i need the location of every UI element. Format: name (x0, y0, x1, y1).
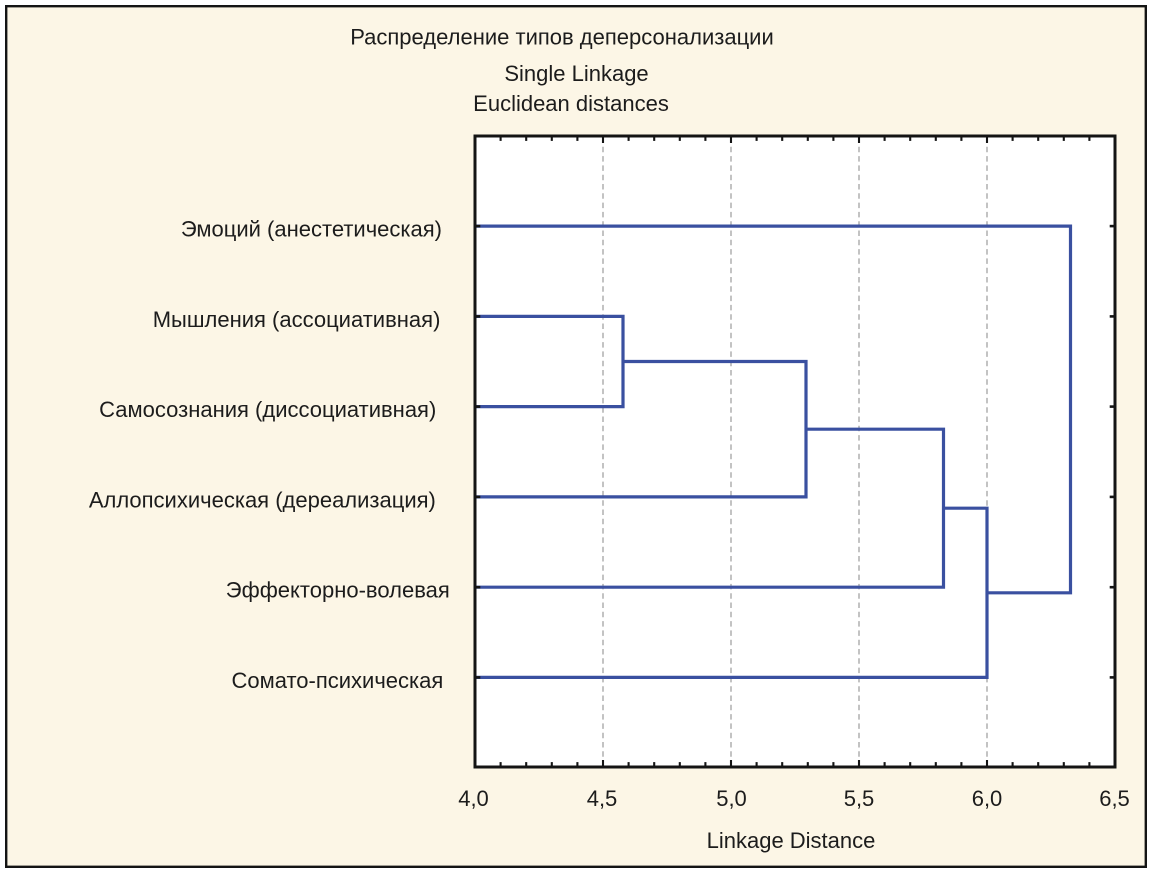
svg-text:Распределение типов деперсонал: Распределение типов деперсонализации (350, 25, 774, 50)
svg-text:5,0: 5,0 (716, 786, 747, 811)
svg-text:Эффекторно-волевая: Эффекторно-волевая (226, 578, 450, 603)
svg-text:5,5: 5,5 (844, 786, 875, 811)
svg-text:6,5: 6,5 (1099, 786, 1130, 811)
svg-text:Мышления (ассоциативная): Мышления (ассоциативная) (153, 307, 441, 332)
svg-text:Эмоций (анестетическая): Эмоций (анестетическая) (181, 217, 442, 242)
svg-text:4,5: 4,5 (587, 786, 618, 811)
svg-text:6,0: 6,0 (972, 786, 1003, 811)
svg-text:Euclidean distances: Euclidean distances (473, 91, 669, 116)
svg-text:Самосознания (диссоциативная): Самосознания (диссоциативная) (99, 397, 436, 422)
svg-text:4,0: 4,0 (458, 786, 489, 811)
svg-text:Single Linkage: Single Linkage (504, 61, 648, 86)
svg-text:Сомато-психическая: Сомато-психическая (231, 668, 443, 693)
svg-text:Linkage Distance: Linkage Distance (707, 828, 876, 853)
svg-text:Аллопсихическая (дереализация): Аллопсихическая (дереализация) (89, 487, 436, 512)
